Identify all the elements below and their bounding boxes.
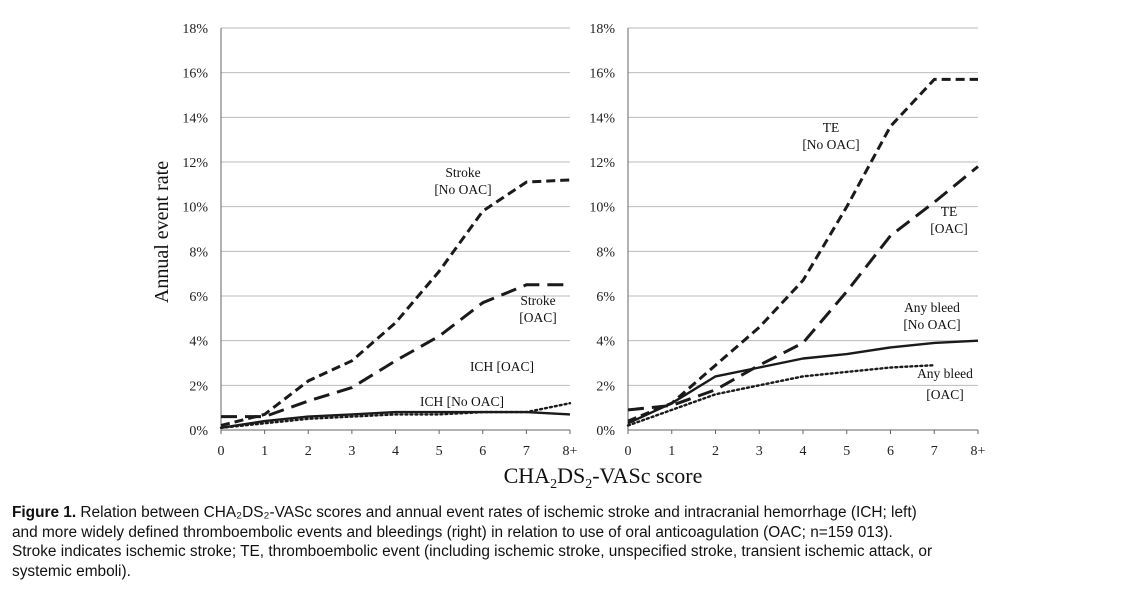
series-line (626, 364, 936, 427)
caption-line-1: Figure 1. Relation between CHA₂DS₂-VASc … (12, 504, 917, 521)
y-tick-label: 16% (589, 67, 615, 82)
x-tick-label: 3 (756, 444, 763, 459)
series-annotation: TE (823, 120, 840, 135)
x-tick-label: 6 (479, 444, 486, 459)
y-tick-label: 6% (189, 290, 208, 305)
y-tick-label: 0% (596, 424, 615, 439)
series-line (627, 339, 979, 425)
x-tick-label: 4 (800, 444, 807, 459)
series-annotation: Any bleed (917, 366, 973, 381)
series-annotation: Stroke (445, 165, 480, 180)
caption-line-3: Stroke indicates ischemic stroke; TE, th… (12, 543, 933, 561)
series-line (627, 77, 978, 423)
series-annotation: [OAC] (926, 387, 964, 402)
y-tick-label: 0% (189, 424, 208, 439)
y-tick-label: 16% (182, 67, 208, 82)
y-tick-label: 2% (189, 379, 208, 394)
x-tick-label: 0 (218, 444, 225, 459)
x-tick-label: 3 (348, 444, 355, 459)
y-tick-label: 4% (596, 335, 615, 350)
series-annotation: TE (941, 204, 958, 219)
x-tick-label: 5 (843, 444, 850, 459)
caption-line-4: systemic emboli). (12, 562, 131, 580)
x-tick-label: 8+ (563, 444, 578, 459)
series-annotation: [OAC] (519, 310, 557, 325)
series-line (627, 165, 979, 412)
y-tick-label: 12% (182, 156, 208, 171)
y-tick-label: 2% (596, 379, 615, 394)
x-tick-label: 2 (305, 444, 312, 459)
y-tick-label: 18% (589, 22, 615, 37)
y-tick-label: 8% (189, 245, 208, 260)
y-axis-label: Annual event rate (151, 161, 173, 303)
y-tick-label: 10% (589, 201, 615, 216)
x-tick-label: 6 (887, 444, 894, 459)
series-annotation: ICH [OAC] (470, 359, 534, 374)
x-tick-label: 7 (931, 444, 938, 459)
series-annotation: Stroke (520, 293, 555, 308)
series-line (221, 283, 570, 419)
y-tick-label: 6% (596, 290, 615, 305)
series-annotation: [OAC] (930, 221, 968, 236)
caption-line-2: and more widely defined thromboembolic e… (12, 523, 893, 541)
x-tick-label: 0 (625, 444, 632, 459)
series-annotation: [No OAC] (434, 182, 491, 197)
right-panel: 0% 2% 4% 6% 8% 10% 12% 14% 16% 18% 0 1 2 3 4 5 6 7 8+ TE [No… (589, 22, 985, 459)
left-panel: 0% 2% 4% 6% 8% 10% 12% 14% 16% 18% 0 1 2 3 4 5 6 7 8+ Strok… (182, 22, 577, 459)
x-tick-label: 7 (523, 444, 530, 459)
y-tick-label: 14% (589, 111, 615, 126)
x-tick-label: 1 (261, 444, 268, 459)
x-axis-label: CHA2DS2-VASc score (504, 463, 703, 492)
series-annotation: [No OAC] (802, 137, 859, 152)
y-tick-label: 12% (589, 156, 615, 171)
series-annotation: Any bleed (904, 300, 960, 315)
x-tick-label: 8+ (971, 444, 986, 459)
x-tick-label: 4 (392, 444, 399, 459)
y-tick-label: 18% (182, 22, 208, 37)
series-annotation: ICH [No OAC] (420, 394, 504, 409)
x-tick-label: 5 (436, 444, 443, 459)
x-tick-label: 2 (712, 444, 719, 459)
y-tick-label: 4% (189, 335, 208, 350)
y-tick-label: 14% (182, 111, 208, 126)
caption-label: Figure 1. (12, 504, 77, 521)
series-annotation: [No OAC] (903, 317, 960, 332)
figure-charts: 0%2%4%6%8%10%12%14%16%18%0 1 2 3 4 5 6 7 8+Strok… (151, 22, 986, 492)
y-tick-label: 10% (182, 201, 208, 216)
series-line (219, 402, 572, 429)
series-line (220, 178, 571, 427)
x-tick-label: 1 (668, 444, 675, 459)
y-tick-label: 8% (596, 245, 615, 260)
figure-caption: Figure 1. Relation between CHA₂DS₂-VASc … (12, 503, 1124, 581)
